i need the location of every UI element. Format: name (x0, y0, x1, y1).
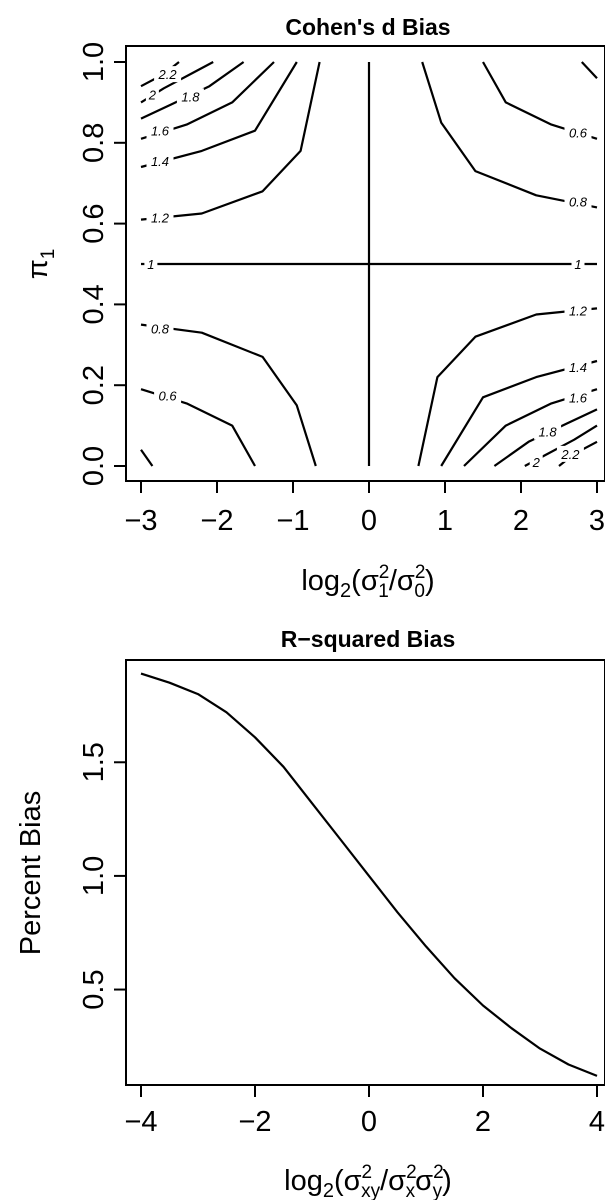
contour-label-1-2-0: 1.2 (151, 211, 170, 226)
contour-label-1-8-0: 1.8 (181, 89, 200, 104)
y-tick-label-2: 0.4 (78, 284, 110, 324)
x-tick-label-1: −2 (238, 1106, 271, 1138)
r-squared-panel: R−squared Bias −4 −2 0 2 4 0.5 1.0 1.5 log2(σ2… (15, 626, 605, 1200)
contour-label-bg-1-8-1 (534, 423, 562, 440)
contour-line-0-8-1 (421, 61, 598, 209)
contour-label-bg-1-6-0 (146, 122, 174, 139)
contour-label-0-8-1: 0.8 (569, 194, 588, 209)
contour-label-2-1: 2 (532, 455, 541, 470)
r-squared-x-label: log2(σ2 xy/σ2 xσ2 y) (284, 1162, 452, 1200)
contour-line-0-8-0 (140, 323, 317, 467)
contour-label-1-2-1: 1.2 (569, 303, 588, 318)
bias-curve-0 (140, 672, 598, 1077)
contour-label-1-0: 1 (147, 257, 154, 272)
contour-label-1-6-0: 1.6 (151, 124, 170, 139)
x-tick-label-3: 0 (361, 505, 377, 537)
contour-label-bg-1-4-0 (146, 152, 174, 169)
x-tick-label-4: 4 (589, 1106, 605, 1138)
r-squared-x-axis: −4 −2 0 2 4 (124, 1084, 605, 1138)
y-tick-label-2: 1.5 (78, 742, 110, 782)
contour-label-bg-1-2-1 (564, 302, 592, 319)
contour-label-0-6-0: 0.6 (159, 388, 178, 403)
contour-label-bg-2-2-0 (154, 66, 182, 83)
x-tick-label-0: −4 (124, 1106, 157, 1138)
contour-label-bg-0-6-1 (564, 124, 592, 141)
x-tick-label-4: 1 (437, 505, 453, 537)
contour-label-2-2-1: 2.2 (560, 447, 580, 462)
contour-line-0-4-0 (140, 449, 154, 467)
y-tick-label-0: 0.5 (78, 969, 110, 1009)
contour-line-1-2-0 (140, 61, 321, 221)
y-tick-label-3: 0.6 (78, 203, 110, 243)
contour-label-bg-2-2-1 (556, 445, 584, 462)
cohens-d-panel: Cohen's d Bias 2.22.2221.81.81.61.61.41.… (22, 14, 605, 602)
contour-label-bg-1-2-0 (146, 209, 174, 226)
x-tick-label-6: 3 (589, 505, 605, 537)
contour-label-1-4-1: 1.4 (569, 360, 587, 375)
contour-label-1-8-1: 1.8 (539, 425, 558, 440)
r-squared-series (140, 672, 598, 1077)
contour-label-bg-1-4-1 (564, 359, 592, 376)
contour-label-bg-1-6-1 (564, 389, 592, 406)
contour-line-0-4-1 (580, 61, 598, 79)
contour-label-1-4-0: 1.4 (151, 154, 169, 169)
cohens-d-x-label: log2(σ2 1/σ2 0) (301, 562, 434, 602)
y-tick-label-5: 1.0 (78, 42, 110, 82)
contour-label-bg-2-0 (145, 86, 159, 103)
y-tick-label-1: 0.2 (78, 365, 110, 405)
contour-label-1-1: 1 (574, 257, 581, 272)
x-tick-label-2: 0 (361, 1106, 377, 1138)
x-tick-label-3: 2 (475, 1106, 491, 1138)
cohens-d-y-label: π1 (22, 249, 59, 280)
contour-label-bg-1-1 (571, 256, 585, 272)
contour-label-bg-0-8-0 (146, 320, 174, 337)
contour-label-1-6-1: 1.6 (569, 390, 588, 405)
contour-label-2-0: 2 (148, 87, 157, 102)
r-squared-y-label: Percent Bias (15, 791, 47, 955)
contour-label-bg-0-8-1 (564, 193, 592, 210)
r-squared-title: R−squared Bias (281, 626, 456, 652)
x-tick-label-1: −2 (200, 505, 233, 537)
contour-line-1-2-1 (417, 307, 598, 467)
contour-label-0-8-0: 0.8 (151, 322, 170, 337)
contour-label-bg-1-8-0 (176, 88, 204, 105)
y-tick-label-0: 0.0 (78, 446, 110, 486)
contour-label-bg-0-6-0 (154, 387, 182, 404)
x-tick-label-2: −1 (276, 505, 309, 537)
contour-label-0-6-1: 0.6 (569, 126, 588, 141)
y-tick-label-4: 0.8 (78, 123, 110, 163)
contour-label-bg-2-1 (529, 453, 543, 470)
cohens-d-y-axis: 0.0 0.2 0.4 0.6 0.8 1.0 (78, 42, 127, 486)
x-tick-label-0: −3 (124, 505, 157, 537)
x-tick-label-5: 2 (513, 505, 529, 537)
cohens-d-x-axis: −3 −2 −1 0 1 2 3 (124, 480, 605, 537)
cohens-d-contours (140, 61, 598, 467)
r-squared-y-axis: 0.5 1.0 1.5 (78, 742, 127, 1010)
contour-label-bg-1-0 (144, 256, 158, 272)
contour-label-2-2-0: 2.2 (158, 67, 178, 82)
cohens-d-title: Cohen's d Bias (285, 14, 450, 40)
y-tick-label-1: 1.0 (78, 856, 110, 896)
